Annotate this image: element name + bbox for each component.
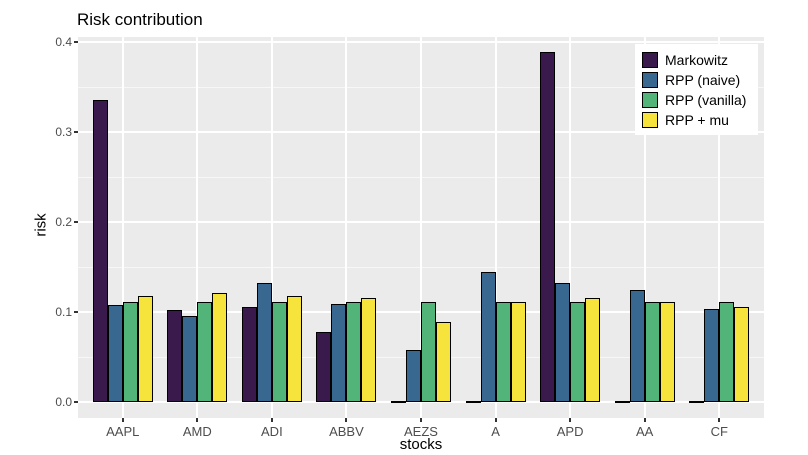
y-tick-label: 0.1	[55, 305, 72, 319]
x-tick-mark	[420, 418, 422, 422]
y-tick-mark	[74, 401, 78, 403]
bar	[465, 401, 481, 403]
x-tick-mark	[345, 418, 348, 422]
x-tick-mark	[643, 418, 646, 422]
legend-row: RPP + mu	[642, 110, 751, 129]
vertical-gridline	[718, 37, 721, 418]
bar	[406, 350, 421, 402]
x-tick-label: ABBV	[329, 424, 364, 439]
x-tick-mark	[718, 418, 721, 422]
bar	[271, 302, 287, 402]
bar	[346, 302, 362, 402]
bar	[719, 302, 735, 402]
bar	[614, 401, 630, 403]
x-tick-label: CF	[710, 424, 728, 439]
bar	[644, 302, 660, 402]
y-tick-mark	[74, 311, 78, 313]
x-tick-label: AMD	[182, 424, 212, 439]
x-tick-label: AEZS	[404, 424, 438, 439]
x-tick-mark	[494, 418, 497, 422]
bar	[659, 302, 675, 402]
bar	[107, 305, 123, 402]
vertical-gridline	[420, 37, 422, 418]
bar	[421, 302, 436, 402]
bar	[241, 307, 257, 402]
bar	[391, 401, 406, 403]
x-axis-title: stocks	[399, 436, 443, 453]
bar	[555, 283, 571, 402]
legend-row: Markowitz	[642, 50, 751, 69]
y-tick-mark	[74, 131, 78, 133]
legend-label: RPP (vanilla)	[665, 91, 747, 108]
legend-swatch	[642, 51, 658, 68]
y-tick-mark	[74, 221, 78, 223]
bar	[570, 302, 586, 402]
y-tick-label: 0.0	[55, 395, 72, 409]
bar	[436, 322, 451, 402]
vertical-gridline	[121, 37, 124, 418]
x-tick-mark	[121, 418, 124, 422]
bar	[704, 309, 720, 402]
y-tick-label: 0.3	[55, 125, 72, 139]
legend: Markowitz RPP (naive) RPP (vanilla) RPP + m…	[635, 44, 758, 135]
legend-swatch	[642, 71, 658, 88]
chart-title: Risk contribution	[77, 10, 203, 29]
vertical-gridline	[643, 37, 646, 418]
bar	[361, 298, 377, 402]
x-tick-mark	[270, 418, 273, 422]
bar	[331, 304, 347, 402]
bar	[510, 302, 526, 402]
vertical-gridline	[569, 37, 572, 418]
y-tick-label: 0.4	[55, 35, 72, 49]
vertical-gridline	[270, 37, 273, 418]
bar	[480, 272, 496, 402]
legend-swatch	[642, 111, 658, 128]
x-tick-mark	[569, 418, 572, 422]
bar	[122, 302, 138, 402]
legend-label: RPP (naive)	[665, 71, 741, 88]
legend-row: RPP (naive)	[642, 70, 751, 89]
vertical-gridline	[345, 37, 348, 418]
legend-swatch	[642, 91, 658, 108]
bar	[316, 332, 332, 402]
bar	[734, 307, 750, 402]
x-tick-label: A	[491, 424, 500, 439]
bar	[585, 298, 601, 402]
legend-label: Markowitz	[665, 51, 729, 68]
y-tick-label: 0.2	[55, 215, 72, 229]
bar	[540, 52, 556, 402]
x-tick-label: AAPL	[106, 424, 140, 439]
x-tick-label: APD	[556, 424, 584, 439]
bar	[689, 401, 705, 403]
bar	[212, 293, 228, 402]
vertical-gridline	[196, 37, 199, 418]
bar	[256, 283, 272, 402]
bar	[197, 302, 213, 402]
x-tick-label: ADI	[261, 424, 283, 439]
y-tick-mark	[74, 41, 78, 43]
vertical-gridline	[494, 37, 497, 418]
x-tick-label: AA	[636, 424, 654, 439]
bar	[286, 296, 302, 402]
legend-row: RPP (vanilla)	[642, 90, 751, 109]
x-tick-mark	[196, 418, 199, 422]
bar	[167, 310, 183, 402]
bar	[629, 290, 645, 402]
bar	[137, 296, 153, 402]
legend-label: RPP + mu	[665, 111, 729, 128]
bar	[92, 100, 108, 402]
bar	[182, 316, 198, 402]
bar	[495, 302, 511, 402]
